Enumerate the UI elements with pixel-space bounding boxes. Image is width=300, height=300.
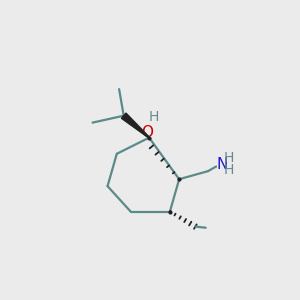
Text: H: H <box>223 164 234 177</box>
Polygon shape <box>122 113 149 138</box>
Text: O: O <box>141 125 153 140</box>
Text: H: H <box>148 110 159 124</box>
Text: N: N <box>216 157 228 172</box>
Text: H: H <box>224 152 235 165</box>
